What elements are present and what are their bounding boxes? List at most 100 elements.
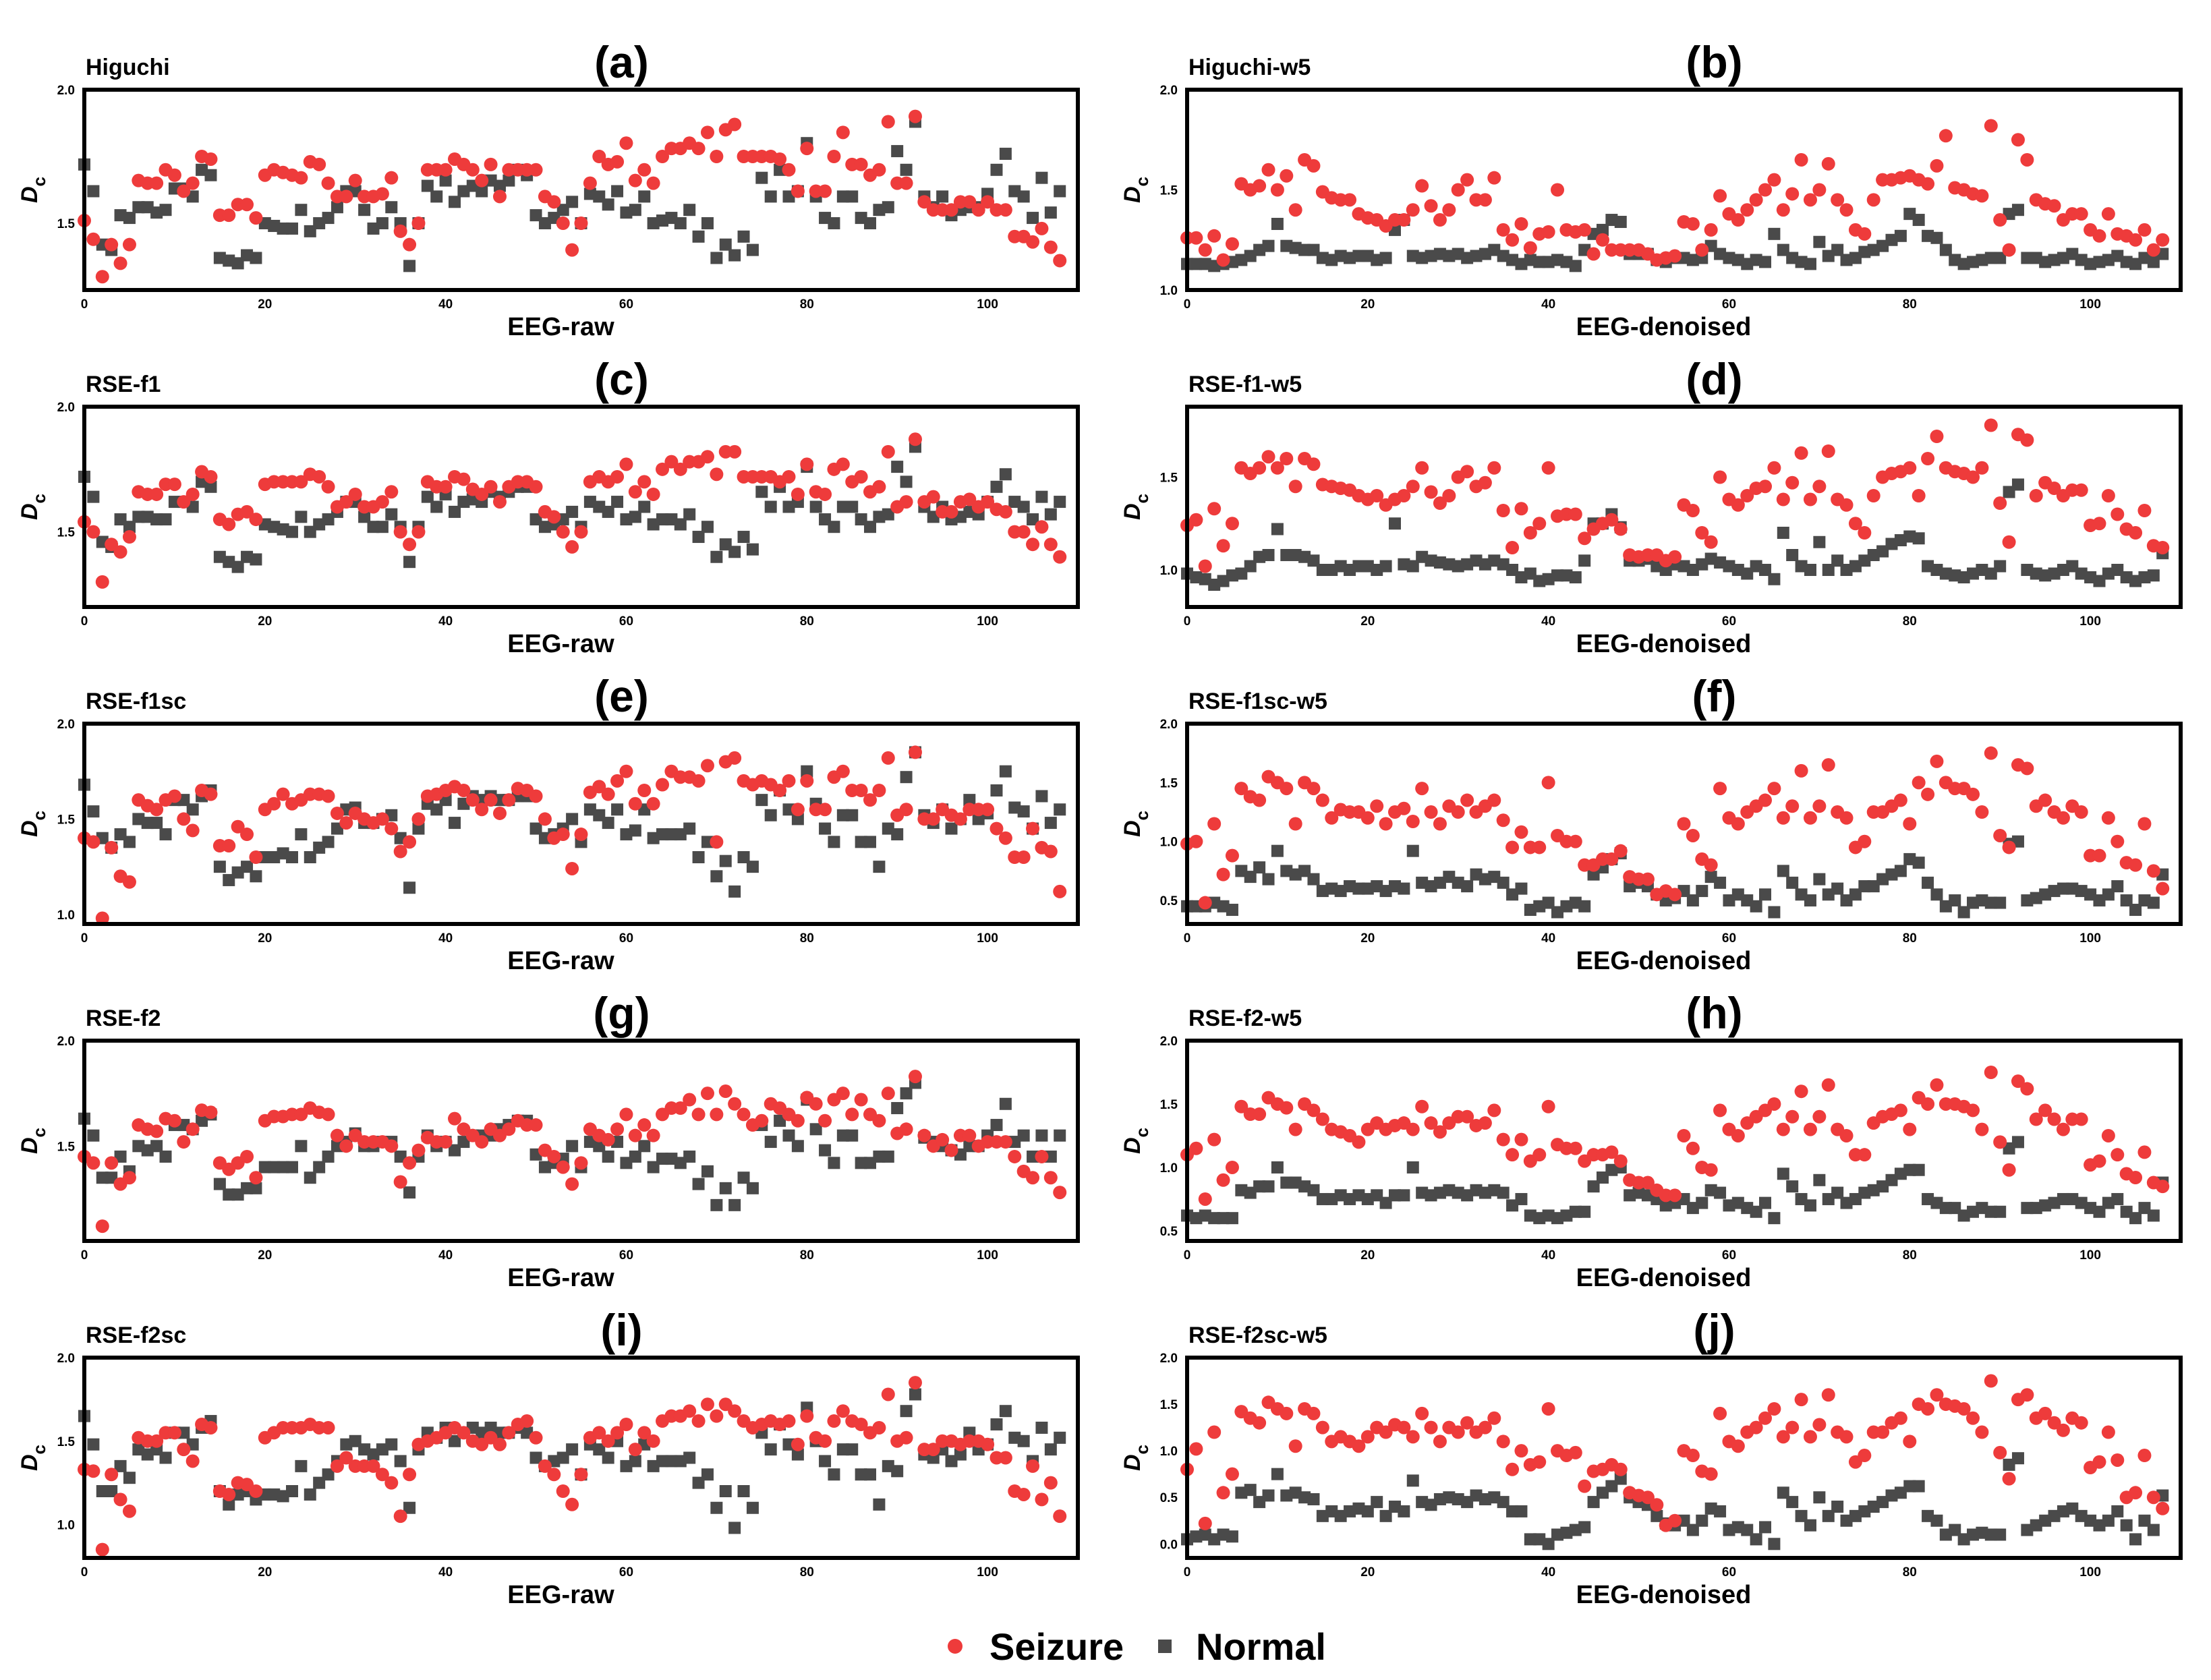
seizure-point: [728, 117, 742, 132]
seizure-point: [1397, 489, 1411, 502]
normal-point: [1379, 252, 1392, 264]
normal-point: [1786, 876, 1799, 889]
seizure-point: [628, 485, 642, 499]
normal-point: [755, 486, 768, 498]
seizure-point: [1306, 158, 1321, 173]
seizure-point: [1758, 480, 1773, 494]
seizure-point: [1758, 793, 1773, 807]
seizure-point: [1605, 1145, 1619, 1159]
seizure-point: [1370, 489, 1384, 502]
seizure-point: [1234, 1099, 1248, 1113]
data-points: [1180, 746, 2170, 919]
seizure-point: [1514, 1444, 1528, 1458]
seizure-point: [1451, 805, 1465, 819]
normal-point: [295, 1140, 308, 1153]
seizure-point: [610, 1122, 625, 1136]
normal-point: [701, 1468, 714, 1481]
normal-point: [566, 1443, 579, 1456]
seizure-point: [1424, 1420, 1438, 1435]
seizure-point: [457, 472, 471, 486]
seizure-point: [1216, 867, 1230, 881]
normal-point: [2102, 1514, 2115, 1527]
seizure-point: [2074, 1112, 2088, 1126]
seizure-point: [1803, 193, 1817, 207]
seizure-point: [1424, 805, 1438, 819]
normal-point: [304, 851, 316, 863]
seizure-point: [791, 487, 805, 501]
seizure-point: [321, 789, 335, 803]
seizure-point: [1360, 811, 1375, 825]
normal-point: [882, 508, 894, 521]
seizure-point: [1975, 805, 1989, 819]
seizure-point: [1053, 1509, 1067, 1524]
seizure-point: [1640, 872, 1655, 886]
normal-point: [1044, 508, 1057, 521]
normal-point: [566, 813, 579, 825]
normal-point: [1262, 1180, 1275, 1193]
seizure-point: [556, 1484, 570, 1498]
seizure-point: [574, 216, 588, 230]
seizure-point: [1225, 848, 1239, 863]
seizure-point: [1207, 1425, 1222, 1439]
normal-point: [774, 1114, 786, 1127]
normal-point: [1831, 243, 1844, 256]
seizure-point: [1189, 513, 1203, 527]
panel-letter: (d): [1686, 354, 1742, 404]
method-label: RSE-f2: [86, 1006, 161, 1031]
y-tick-label: 1.5: [1160, 776, 1178, 790]
x-tick-label: 60: [1722, 931, 1736, 946]
seizure-point: [2156, 1180, 2170, 1194]
seizure-point: [1397, 801, 1411, 815]
seizure-point: [1280, 452, 1294, 465]
seizure-point: [619, 1418, 633, 1431]
seizure-point: [944, 504, 958, 519]
normal-point: [1750, 900, 1762, 913]
seizure-point: [1541, 1401, 1555, 1416]
seizure-point: [95, 270, 109, 284]
x-tick-label: 20: [1360, 297, 1375, 312]
seizure-point: [1568, 834, 1582, 848]
seizure-point: [728, 1404, 742, 1418]
normal-point: [846, 190, 859, 203]
y-axis-symbol: D: [17, 186, 42, 203]
seizure-point: [1487, 171, 1501, 185]
seizure-point: [1306, 1406, 1321, 1420]
normal-point: [1795, 1509, 1808, 1522]
seizure-point: [971, 203, 985, 217]
normal-point: [900, 163, 913, 176]
seizure-point: [1288, 480, 1302, 494]
seizure-point: [1794, 1084, 1808, 1099]
seizure-point: [475, 803, 489, 817]
normal-point: [1822, 1509, 1835, 1522]
seizure-point: [1713, 189, 1727, 203]
seizure-point: [1858, 1449, 1872, 1463]
x-tick-label: 20: [258, 931, 272, 946]
normal-point: [1307, 873, 1320, 886]
seizure-point: [583, 176, 597, 190]
seizure-point: [1668, 1513, 1682, 1528]
seizure-point: [1713, 1406, 1727, 1420]
seizure-point: [1189, 1442, 1203, 1456]
y-axis-subscript: c: [1132, 811, 1152, 820]
seizure-point: [1993, 828, 2007, 842]
normal-point: [1759, 564, 1772, 576]
y-tick-label: 1.0: [57, 908, 75, 923]
seizure-point: [1740, 489, 1754, 502]
normal-point: [873, 1498, 886, 1511]
seizure-point: [1876, 1425, 1890, 1439]
seizure-point: [204, 152, 218, 166]
seizure-point: [710, 1409, 724, 1423]
normal-point: [1253, 861, 1266, 874]
seizure-marker-icon: [948, 1639, 963, 1654]
seizure-point: [1993, 1135, 2007, 1149]
normal-point: [1054, 496, 1066, 509]
seizure-point: [185, 823, 200, 838]
seizure-point: [881, 751, 895, 765]
seizure-point: [267, 796, 281, 811]
seizure-point: [240, 198, 254, 212]
seizure-point: [167, 168, 181, 182]
seizure-point: [1930, 1078, 1944, 1092]
x-tick-label: 0: [1184, 1248, 1191, 1263]
data-points: [1180, 418, 2170, 591]
normal-point: [692, 851, 705, 863]
